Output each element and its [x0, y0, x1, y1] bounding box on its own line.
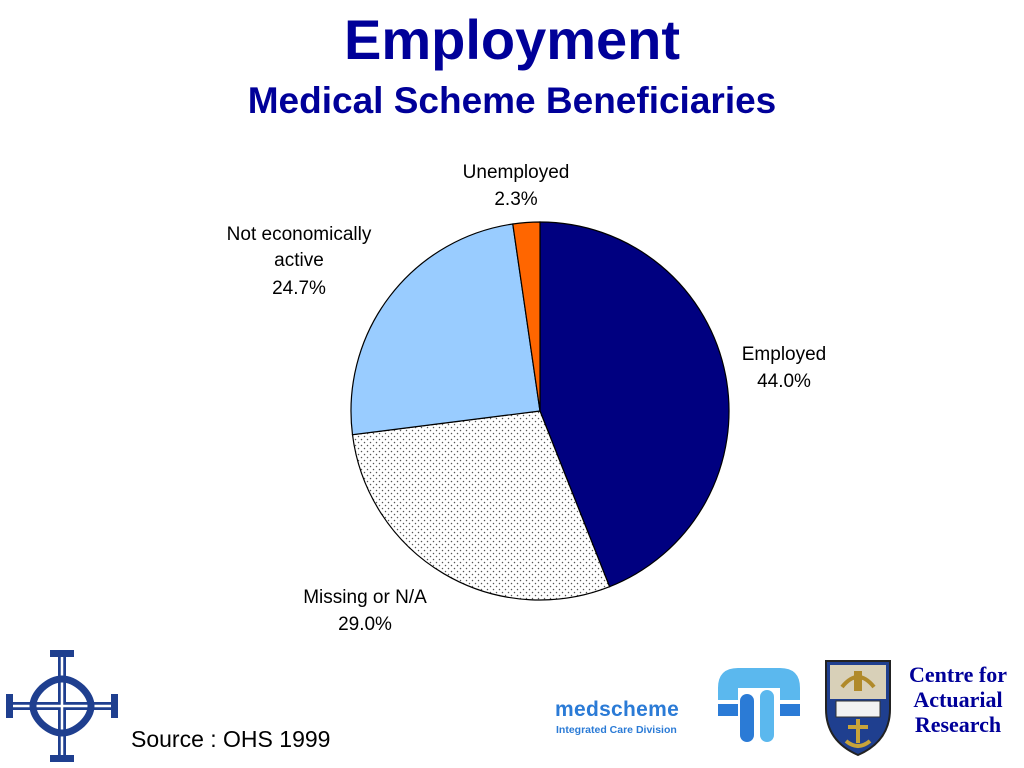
cross-knot-icon	[6, 650, 118, 762]
slice-label-employed-name: Employed	[742, 344, 827, 365]
university-crest-icon	[825, 660, 891, 757]
medscheme-logo-text: medscheme	[555, 698, 680, 721]
slice-label-unemployed-value: 2.3%	[494, 189, 537, 210]
slice-label-employed-value: 44.0%	[757, 371, 811, 392]
car-line-2: Actuarial	[913, 687, 1003, 712]
slice-label-not-active-value: 24.7%	[272, 278, 326, 299]
slice-label-missing-name: Missing or N/A	[303, 587, 427, 608]
car-line-3: Research	[914, 712, 1002, 737]
page-subtitle: Medical Scheme Beneficiaries	[247, 80, 777, 121]
pie-slice-missing-or-n-a	[351, 410, 611, 601]
source-note: Source : OHS 1999	[131, 726, 331, 752]
medscheme-tagline: Integrated Care Division	[556, 724, 677, 736]
car-logo-text: Centre for Actuarial Research	[898, 662, 1018, 737]
page-title: Employment	[343, 8, 681, 71]
medscheme-mark-icon	[718, 668, 800, 742]
pie-slice-employed	[539, 221, 730, 588]
slice-label-missing-value: 29.0%	[338, 614, 392, 635]
slice-label-not-active-name-line2: active	[274, 250, 324, 271]
pie-slice-not-economically-active	[350, 223, 541, 436]
car-line-1: Centre for	[909, 662, 1007, 687]
slice-label-not-active-name-line1: Not economically	[227, 224, 372, 245]
pie-slice-unemployed	[512, 221, 541, 412]
pie-chart: Employed 44.0% Missing or N/A 29.0% Not …	[227, 162, 827, 635]
slice-label-unemployed-name: Unemployed	[463, 162, 570, 183]
